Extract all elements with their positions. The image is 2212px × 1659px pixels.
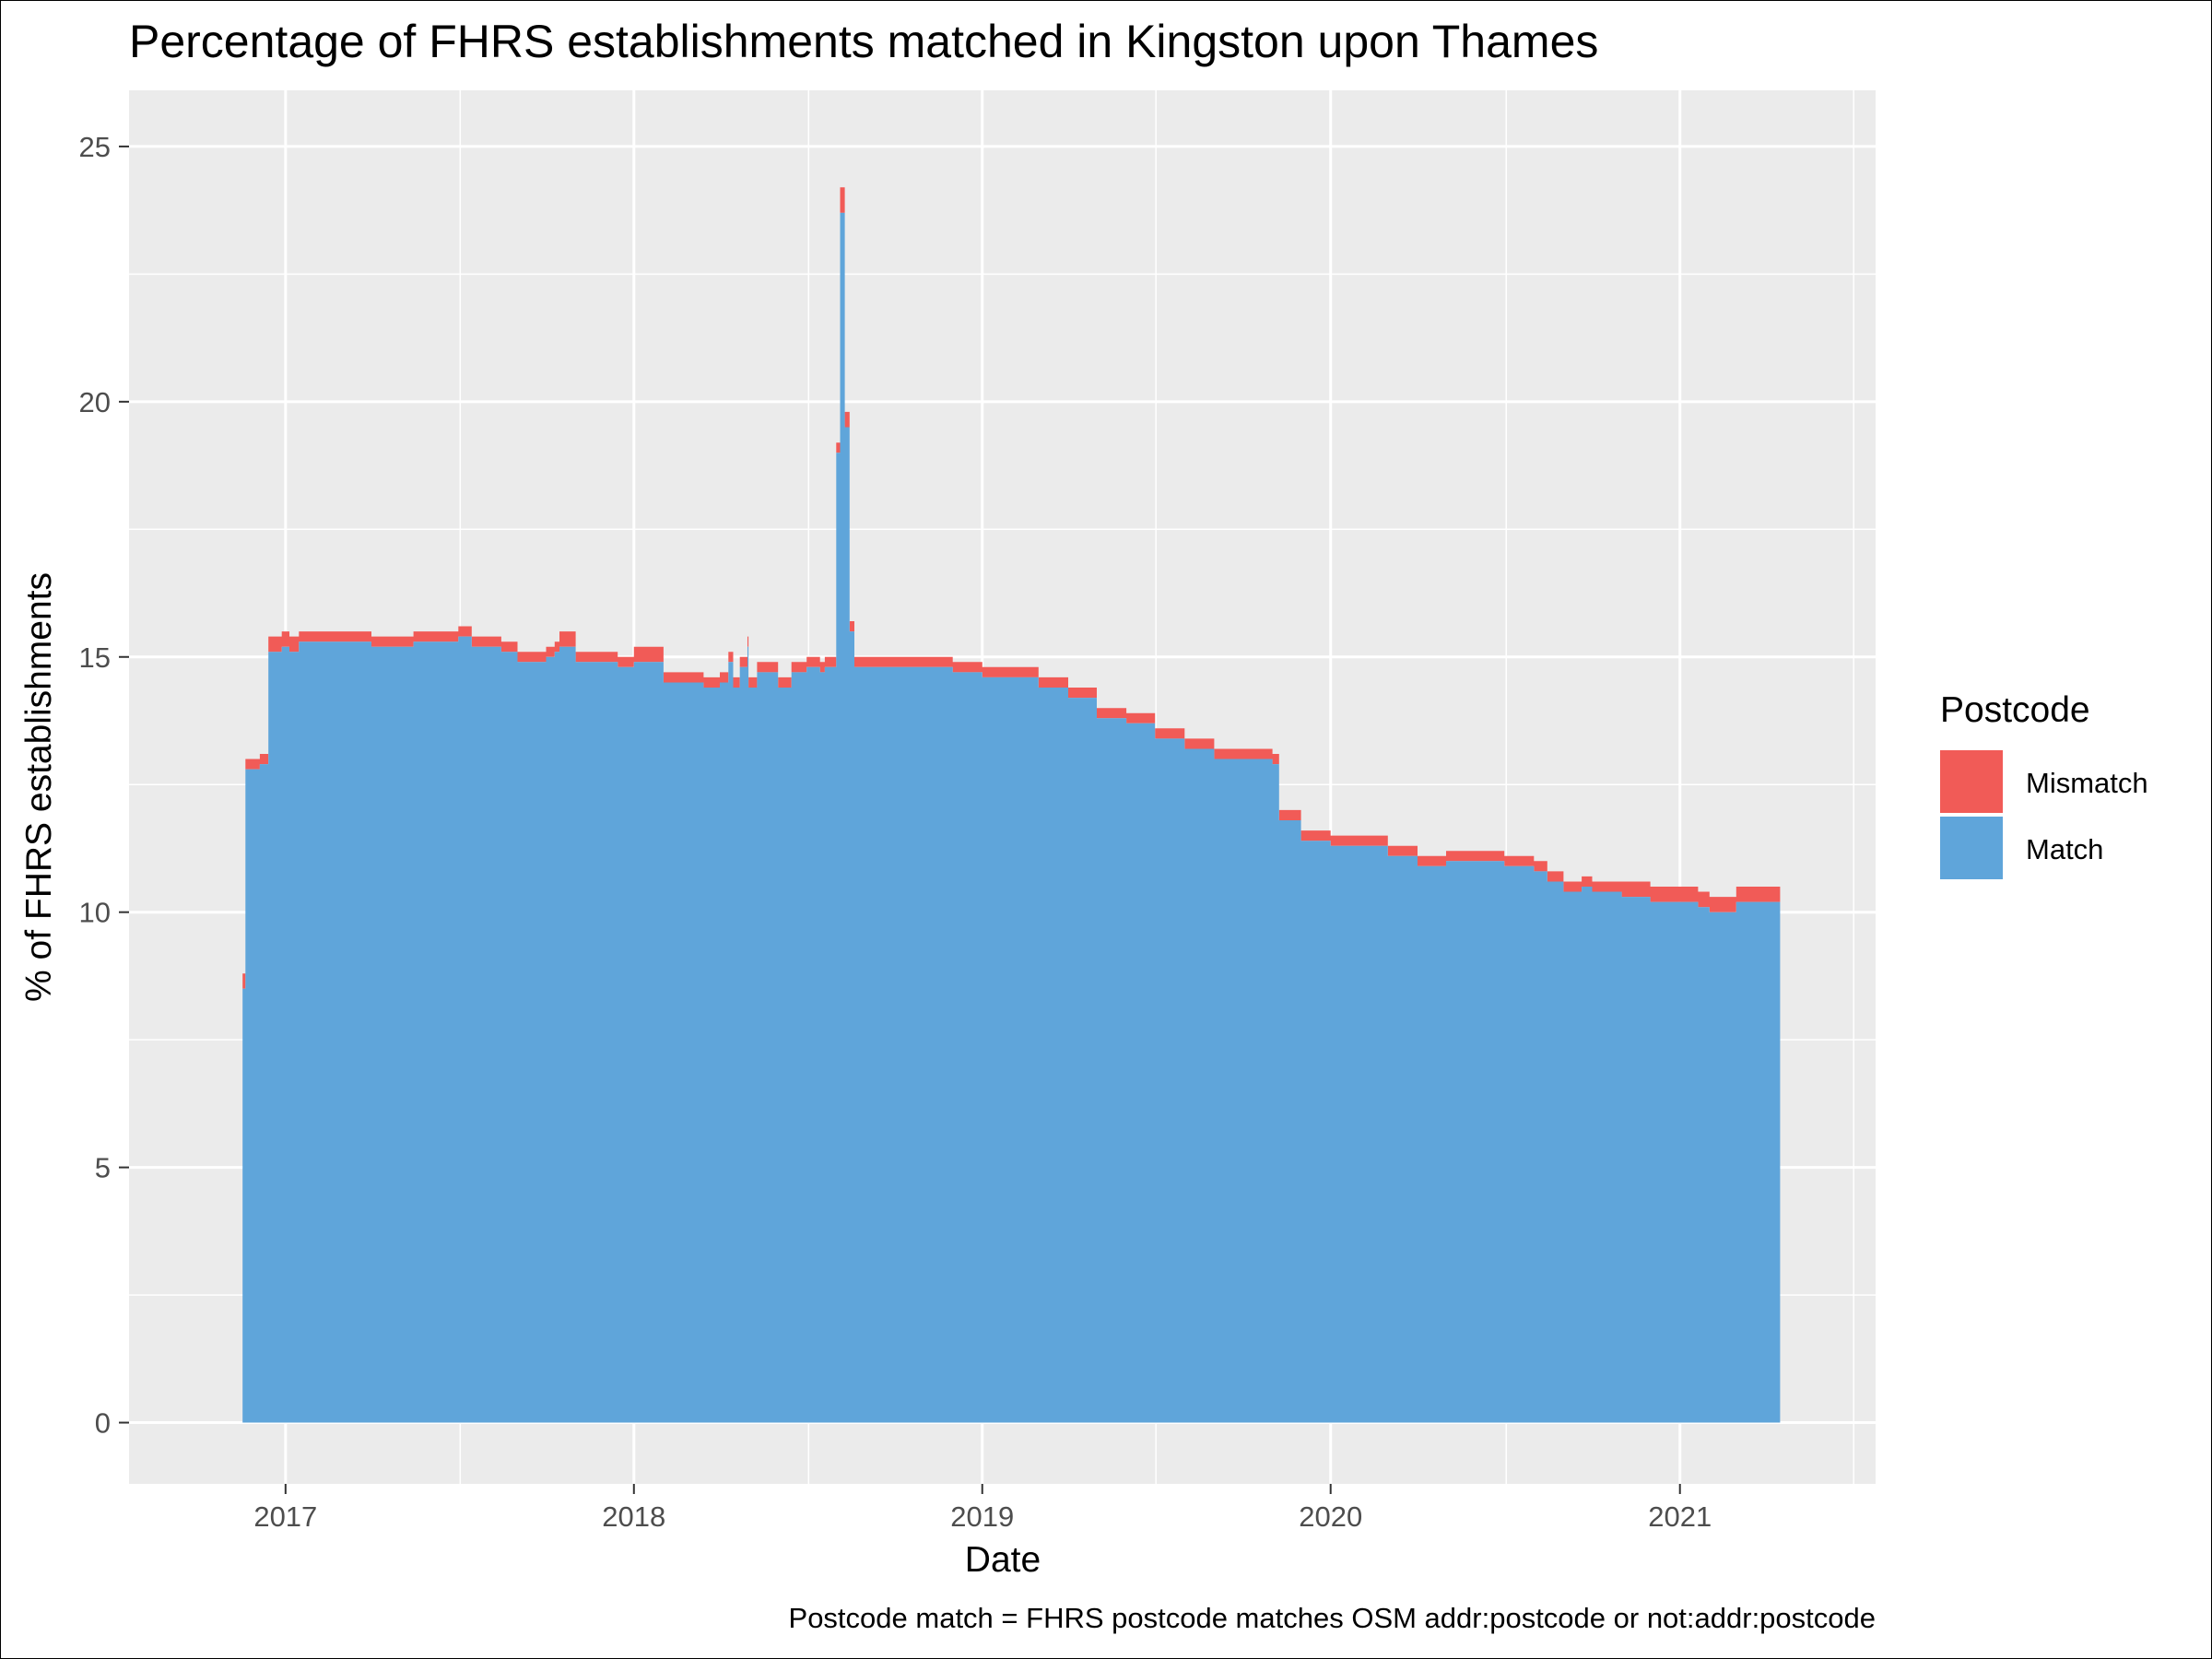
- x-tick-label: 2018: [602, 1500, 665, 1533]
- legend-key-mismatch: [1940, 750, 2003, 813]
- y-tick-label: 25: [79, 131, 111, 163]
- legend-title: Postcode: [1940, 690, 2090, 730]
- y-tick-label: 10: [79, 897, 111, 929]
- x-tick-label: 2021: [1648, 1500, 1712, 1533]
- chart-caption: Postcode match = FHRS postcode matches O…: [789, 1602, 1876, 1634]
- legend-label-match: Match: [2026, 833, 2103, 865]
- y-tick-label: 0: [95, 1407, 111, 1440]
- y-tick-label: 15: [79, 641, 111, 674]
- series-area-match: [239, 212, 1781, 1423]
- legend-label-mismatch: Mismatch: [2026, 767, 2148, 799]
- x-tick-label: 2017: [253, 1500, 317, 1533]
- chart-title: Percentage of FHRS establishments matche…: [129, 16, 1598, 67]
- x-axis: 2017 2018 2019 2020 2021: [253, 1484, 1712, 1533]
- y-tick-label: 5: [95, 1152, 111, 1184]
- y-axis: 0 5 10 15 20 25: [79, 131, 129, 1440]
- area-series: [239, 187, 1781, 1423]
- legend: Postcode Mismatch Match: [1940, 690, 2148, 879]
- x-axis-title: Date: [965, 1540, 1041, 1580]
- y-tick-label: 20: [79, 386, 111, 418]
- x-tick-label: 2020: [1299, 1500, 1362, 1533]
- y-axis-title: % of FHRS establishments: [19, 572, 59, 1002]
- legend-key-match: [1940, 817, 2003, 879]
- x-tick-label: 2019: [950, 1500, 1014, 1533]
